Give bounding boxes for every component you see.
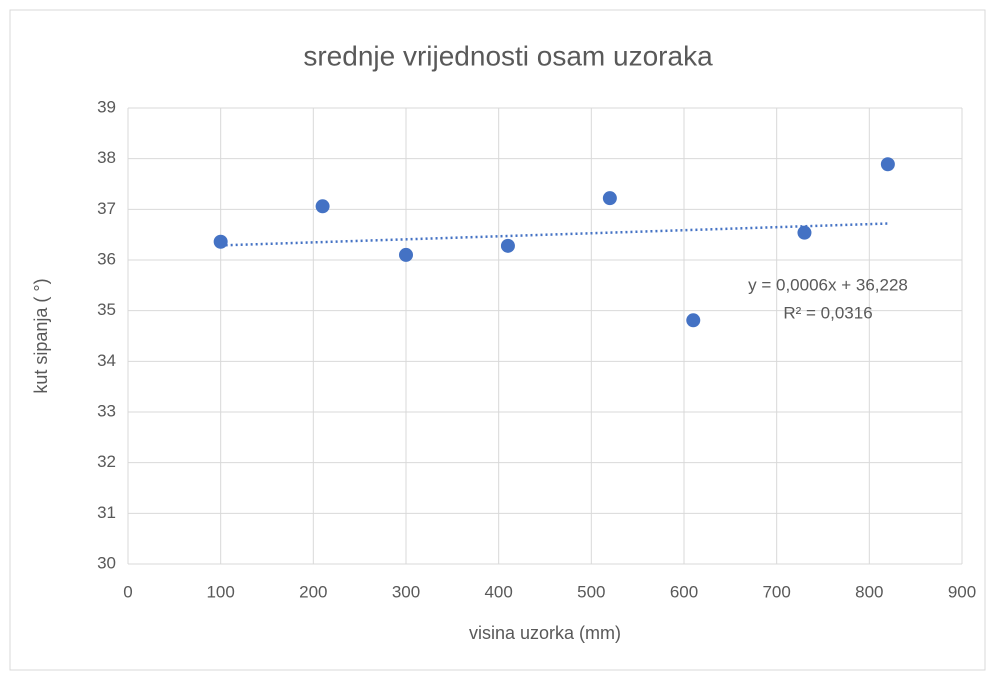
point <box>880 157 895 172</box>
y-tick-label: 30 <box>97 553 116 572</box>
point <box>602 191 617 206</box>
point <box>686 313 701 328</box>
y-tick-label: 38 <box>97 148 116 167</box>
y-axis-label: kut sipanja ( °) <box>31 278 51 393</box>
x-tick-label: 800 <box>855 582 883 601</box>
x-tick-label: 900 <box>948 582 976 601</box>
y-tick-label: 31 <box>97 503 116 522</box>
x-tick-label: 500 <box>577 582 605 601</box>
y-tick-label: 39 <box>97 97 116 116</box>
point <box>399 247 413 262</box>
point <box>213 234 228 249</box>
y-tick-label: 33 <box>97 401 116 420</box>
point <box>315 199 330 214</box>
chart-border <box>9 9 986 671</box>
point <box>797 225 812 240</box>
point <box>500 238 515 253</box>
x-tick-label: 200 <box>299 582 327 601</box>
x-tick-label: 700 <box>762 582 790 601</box>
trendline-r-squared: R² = 0,0316 <box>783 303 872 322</box>
trendline-equation: y = 0,0006x + 36,228 <box>748 275 908 294</box>
y-tick-label: 37 <box>97 199 116 218</box>
y-tick-label: 32 <box>97 452 116 471</box>
x-tick-label: 400 <box>484 582 512 601</box>
x-tick-label: 600 <box>670 582 698 601</box>
x-axis-label: visina uzorka (mm) <box>469 623 621 643</box>
y-tick-label: 34 <box>97 351 116 370</box>
chart-title: srednje vrijednosti osam uzoraka <box>303 40 713 71</box>
x-tick-label: 0 <box>123 582 132 601</box>
trendline <box>220 222 888 247</box>
y-tick-label: 35 <box>97 300 116 319</box>
x-tick-label: 100 <box>206 582 234 601</box>
y-tick-label: 36 <box>97 249 116 268</box>
x-tick-label: 300 <box>392 582 420 601</box>
